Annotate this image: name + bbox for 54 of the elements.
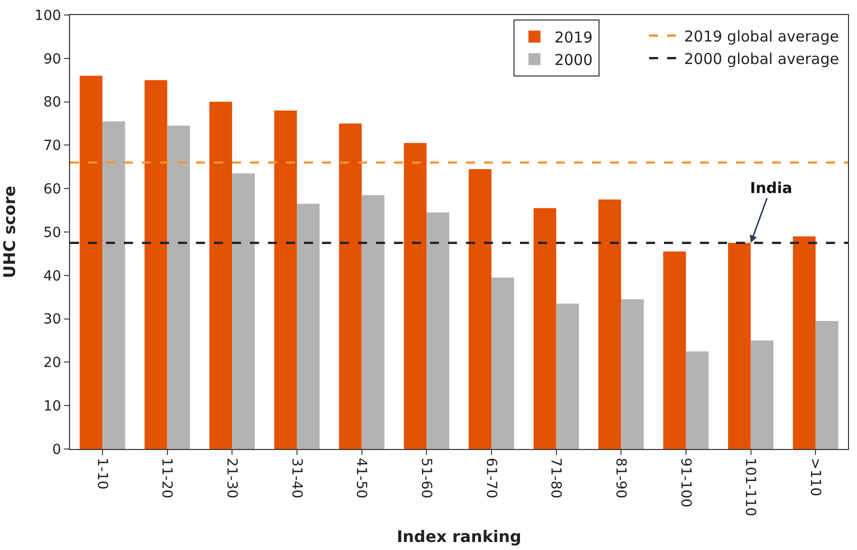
bar xyxy=(598,199,622,449)
y-tick-label: 30 xyxy=(43,312,62,328)
bar xyxy=(468,169,492,449)
y-axis-title: UHC score xyxy=(0,186,19,278)
legend-label: 2000 global average xyxy=(684,50,839,68)
y-tick-label: 100 xyxy=(34,8,62,24)
bar xyxy=(362,195,384,449)
x-tick-label: 21-30 xyxy=(224,458,240,498)
bar xyxy=(339,124,362,449)
x-tick-label: 1-10 xyxy=(94,458,110,490)
bar xyxy=(404,143,427,449)
bar xyxy=(728,242,751,449)
y-tick-label: 90 xyxy=(43,51,62,68)
bar xyxy=(144,80,168,449)
annotation: India xyxy=(750,179,792,197)
bar xyxy=(232,173,255,449)
legend-label: 2019 xyxy=(554,28,593,46)
x-tick-label: 51-60 xyxy=(418,458,434,498)
bar xyxy=(816,320,838,449)
bar xyxy=(209,102,232,449)
y-tick-label: 20 xyxy=(43,355,62,372)
x-tick-label: >110 xyxy=(807,458,824,496)
bar xyxy=(296,204,320,449)
x-tick-label: 101-110 xyxy=(742,458,758,516)
x-tick-label: 41-50 xyxy=(353,458,370,498)
bar xyxy=(686,351,709,449)
x-tick-label: 61-70 xyxy=(482,458,499,498)
bar xyxy=(274,110,297,449)
x-tick-label: 71-80 xyxy=(548,458,564,498)
bar xyxy=(621,299,644,449)
bar xyxy=(556,304,579,449)
bar xyxy=(792,236,816,449)
bar xyxy=(102,121,126,449)
bar xyxy=(750,340,774,449)
y-tick-label: 50 xyxy=(43,224,62,241)
y-tick-label: 60 xyxy=(43,182,62,198)
y-tick-label: 40 xyxy=(43,268,62,284)
x-tick-label: 31-40 xyxy=(288,458,304,498)
y-tick-label: 10 xyxy=(43,398,62,414)
bar xyxy=(80,76,102,449)
x-tick-label: 11-20 xyxy=(158,458,175,498)
x-tick-label: 81-90 xyxy=(612,458,629,498)
y-tick-label: 70 xyxy=(43,138,62,154)
y-tick-label: 0 xyxy=(52,442,62,458)
bar xyxy=(663,252,686,449)
y-tick-label: 80 xyxy=(43,94,62,111)
bar xyxy=(534,208,556,449)
bar xyxy=(167,126,190,449)
x-tick-label: 91-100 xyxy=(677,458,694,508)
x-axis-title: Index ranking xyxy=(396,527,522,546)
bar xyxy=(426,212,450,449)
bar xyxy=(491,278,514,449)
legend-label: 2000 xyxy=(554,50,593,69)
legend-label: 2019 global average xyxy=(684,27,839,46)
